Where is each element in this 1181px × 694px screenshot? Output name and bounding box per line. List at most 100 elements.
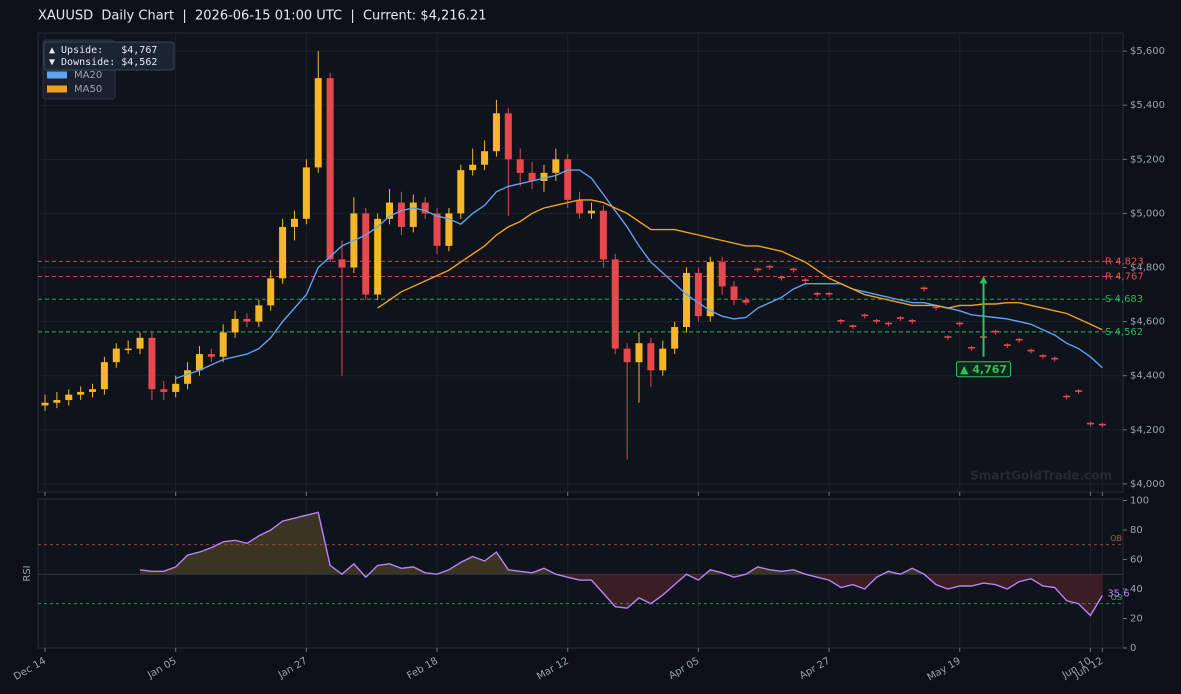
candle-body — [65, 394, 73, 401]
downside-label: ▼ Downside: $4,562 — [49, 57, 157, 68]
rsi-line — [139, 511, 1103, 617]
price-panel — [37, 32, 1124, 493]
candle-body — [932, 306, 940, 309]
rsi-last-label: 35.6 — [1107, 588, 1129, 599]
candle-body — [552, 159, 560, 173]
y-tick-label: $5,200 — [1130, 154, 1165, 165]
candle-body — [920, 287, 928, 290]
candle-body — [754, 268, 762, 271]
candle-body — [1051, 357, 1059, 360]
candle-body — [1075, 390, 1083, 392]
candle-body — [362, 213, 370, 295]
candle-body — [100, 362, 108, 390]
watermark: SmartGoldTrade.com — [970, 469, 1112, 483]
candle-body — [374, 218, 382, 295]
y-tick-label: $4,600 — [1130, 317, 1165, 328]
candle-body — [290, 218, 298, 227]
candle-body — [136, 337, 144, 349]
chart-title: XAUUSD Daily Chart | 2026-06-15 01:00 UT… — [38, 9, 486, 24]
candle-body — [433, 213, 441, 246]
level-label: R 4,823 — [1105, 256, 1144, 267]
y-tick-label: $4,000 — [1130, 479, 1165, 490]
candle-body — [195, 354, 203, 371]
candle-body — [944, 336, 952, 338]
candle-body — [671, 327, 679, 349]
candle-body — [53, 400, 61, 403]
candle-body — [397, 202, 405, 227]
y-tick-label: 60 — [1130, 554, 1143, 565]
candle-body — [813, 292, 821, 295]
candle-body — [314, 78, 322, 168]
target-label: ▲ 4,767 — [960, 363, 1007, 376]
y-tick-label: 20 — [1130, 613, 1143, 624]
candle-body — [1063, 395, 1071, 398]
candle-body — [896, 317, 904, 319]
candle-body — [326, 78, 334, 260]
candle-body — [1086, 422, 1094, 425]
candle-body — [1015, 338, 1023, 341]
legend-swatch — [47, 71, 67, 79]
target-arrowhead — [979, 276, 988, 284]
y-tick-label: $5,600 — [1130, 46, 1165, 57]
rsi-fill-below — [140, 574, 1103, 616]
y-tick-label: $4,200 — [1130, 425, 1165, 436]
candle-body — [445, 213, 453, 246]
candle-body — [504, 113, 512, 160]
candle-body — [219, 332, 227, 357]
candle-body — [849, 325, 857, 328]
candle-body — [160, 389, 168, 392]
candle-body — [742, 299, 750, 303]
candle-body — [861, 314, 869, 317]
candle-body — [694, 272, 702, 317]
candle-body — [112, 348, 120, 363]
candle-body — [968, 347, 976, 349]
candle-body — [884, 322, 892, 325]
candle-body — [409, 202, 417, 227]
y-tick-label: $4,800 — [1130, 263, 1165, 274]
candle-body — [338, 259, 346, 268]
candle-body — [421, 202, 429, 214]
candle-body — [718, 262, 726, 287]
level-label: S 4,683 — [1105, 294, 1143, 305]
candle-body — [837, 319, 845, 322]
y-tick-label: 100 — [1130, 495, 1149, 506]
candle-body — [302, 167, 310, 219]
candle-body — [1027, 349, 1035, 352]
candle-body — [89, 389, 97, 392]
candle-body — [587, 210, 595, 214]
candle-body — [492, 113, 500, 152]
candle-body — [956, 322, 964, 325]
candle-body — [778, 276, 786, 279]
candle-body — [576, 199, 584, 214]
candle-body — [623, 348, 631, 363]
candle-body — [647, 343, 655, 371]
y-tick-label: $4,400 — [1130, 371, 1165, 382]
candle-body — [1039, 355, 1047, 357]
candle-body — [207, 354, 215, 357]
target-box — [956, 361, 1012, 378]
candle-body — [706, 262, 714, 317]
candle-body — [1098, 423, 1106, 426]
legend-label: MA50 — [74, 84, 102, 95]
y-axis-label: RSI — [22, 565, 33, 581]
os-label: OS — [1111, 593, 1122, 602]
candle-body — [789, 268, 797, 271]
candle-body — [564, 159, 572, 200]
candle-body — [683, 272, 691, 328]
candle-body — [457, 170, 465, 214]
candle-body — [255, 305, 263, 322]
upside-label: ▲ Upside: $4,767 — [49, 45, 157, 56]
level-label: R 4,767 — [1105, 271, 1144, 282]
y-tick-label: $5,000 — [1130, 208, 1165, 219]
y-tick-label: 80 — [1130, 525, 1143, 536]
candle-body — [386, 202, 394, 219]
candle-body — [124, 348, 132, 351]
candle-body — [184, 370, 192, 384]
candle-body — [1003, 344, 1011, 346]
candle-body — [801, 279, 809, 282]
candle-body — [635, 343, 643, 363]
candle-body — [825, 292, 833, 295]
candle-body — [540, 172, 548, 181]
candle-body — [41, 402, 49, 406]
